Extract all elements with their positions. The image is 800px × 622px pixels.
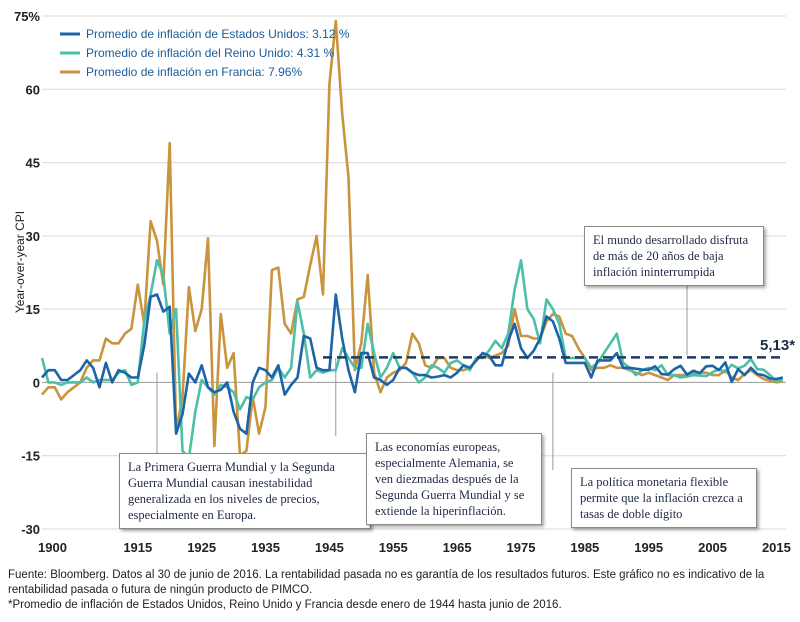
x-tick-label: 2005 [698,540,727,555]
x-axis-ticks: 1900 1915 1925 1935 1945 1955 1965 1975 1985 1995… [38,540,791,555]
reference-line-label: 5,13* [760,337,796,354]
x-tick-label: 1900 [38,540,67,555]
y-tick-label: -30 [21,522,40,537]
y-tick-label: 15 [26,302,40,317]
x-tick-label: 1985 [570,540,599,555]
legend: Promedio de inflación de Estados Unidos:… [60,27,350,79]
footer: Fuente: Bloomberg. Datos al 30 de junio … [8,568,794,613]
x-tick-label: 1915 [123,540,152,555]
y-tick-label: 0 [33,375,40,390]
y-tick-label: -15 [21,449,40,464]
y-tick-label: 60 [26,82,40,97]
y-tick-label: 75% [14,9,40,24]
x-tick-label: 1955 [379,540,408,555]
x-tick-label: 1925 [187,540,216,555]
series-layer [40,19,784,460]
legend-item-france: Promedio de inflación en Francia: 7.96% [60,65,302,79]
series-line-uk [40,259,784,460]
annotation-hyperinflation: Las economías europeas, especialmente Al… [366,433,542,525]
legend-item-uk: Promedio de inflación del Reino Unido: 4… [60,46,334,60]
legend-label: Promedio de inflación en Francia: 7.96% [86,65,302,79]
x-tick-label: 1945 [315,540,344,555]
y-axis-label: Year-over-year CPI [13,211,27,313]
x-tick-label: 1965 [443,540,472,555]
y-tick-label: 45 [26,156,40,171]
annotation-low-inflation: El mundo desarrollado disfruta de más de… [584,226,764,286]
legend-label: Promedio de inflación de Estados Unidos:… [86,27,350,41]
annotation-monetary-policy: La política monetaria flexible permite q… [571,468,757,528]
series-line-us [41,293,784,435]
y-axis-ticks: 75% 60 45 30 15 0 -15 -30 [14,9,40,537]
legend-label: Promedio de inflación del Reino Unido: 4… [86,46,334,60]
x-tick-label: 1935 [251,540,280,555]
x-tick-label: 2015 [762,540,791,555]
series-line-france [41,19,783,457]
x-tick-label: 1995 [634,540,663,555]
y-tick-label: 30 [26,229,40,244]
footer-note: *Promedio de inflación de Estados Unidos… [8,599,562,611]
x-tick-label: 1975 [507,540,536,555]
legend-item-us: Promedio de inflación de Estados Unidos:… [60,27,350,41]
annotation-world-wars: La Primera Guerra Mundial y la Segunda G… [119,453,371,529]
footer-source: Fuente: Bloomberg. Datos al 30 de junio … [8,569,765,596]
